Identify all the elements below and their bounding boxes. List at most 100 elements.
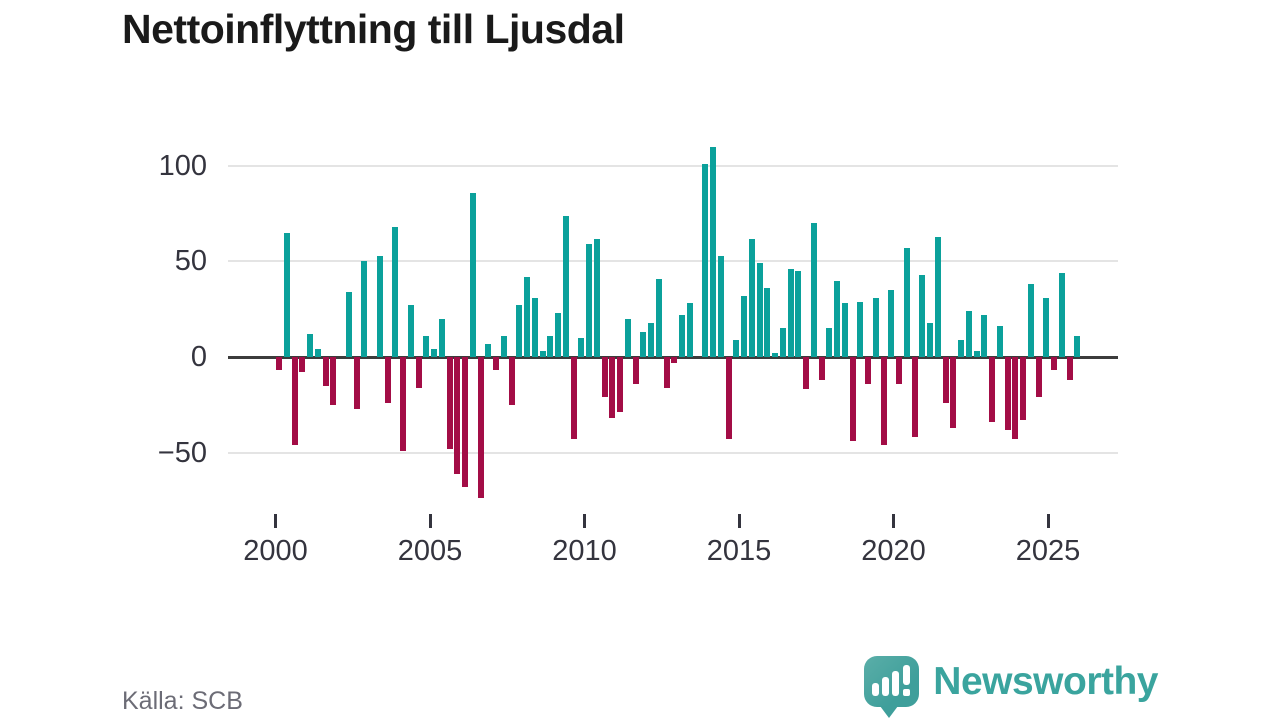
bar-positive: [500, 335, 507, 357]
gridline: [228, 164, 1118, 167]
bar-positive: [624, 318, 631, 357]
bar-positive: [717, 255, 724, 357]
bar-positive: [733, 339, 740, 357]
bar-positive: [810, 223, 817, 357]
bar-positive: [965, 311, 972, 357]
bar-positive: [981, 314, 988, 357]
x-axis-tick-label: 2025: [1015, 535, 1081, 567]
bar-negative: [1004, 357, 1011, 430]
bar-positive: [361, 261, 368, 357]
bar-positive: [795, 271, 802, 357]
bar-negative: [1012, 357, 1019, 440]
gridline: [228, 451, 1118, 454]
logo-exclamation-dot-icon: [903, 689, 911, 696]
bar-positive: [314, 349, 321, 357]
bar-positive: [741, 295, 748, 357]
bar-negative: [330, 357, 337, 405]
bar-positive: [888, 290, 895, 357]
bar-positive: [547, 335, 554, 357]
bar-positive: [872, 297, 879, 357]
bar-negative: [911, 357, 918, 438]
bar-negative: [1066, 357, 1073, 380]
x-axis-tick: [274, 514, 277, 528]
bar-negative: [462, 357, 469, 487]
bar-negative: [865, 357, 872, 384]
bar-negative: [942, 357, 949, 403]
bar-positive: [524, 276, 531, 357]
bar-positive: [1074, 335, 1081, 357]
bar-positive: [903, 248, 910, 357]
x-axis-tick: [737, 514, 741, 528]
bar-positive: [702, 163, 709, 357]
bar-positive: [283, 232, 290, 357]
bar-negative: [663, 357, 670, 388]
bar-negative: [493, 357, 500, 371]
bar-negative: [989, 357, 996, 422]
bar-positive: [787, 269, 794, 357]
x-axis-tick-label: 2005: [397, 535, 463, 567]
bar-positive: [1043, 297, 1050, 357]
bar-positive: [423, 335, 430, 357]
bar-positive: [392, 227, 399, 357]
chart-title: Nettoinflyttning till Ljusdal: [122, 6, 625, 52]
bar-negative: [1020, 357, 1027, 421]
bar-negative: [849, 357, 856, 442]
y-axis-tick-label: −50: [157, 436, 207, 469]
bar-positive: [764, 288, 771, 357]
bar-positive: [648, 322, 655, 357]
x-axis-tick-label: 2010: [552, 535, 617, 567]
bar-positive: [376, 255, 383, 357]
bar-positive: [485, 343, 492, 357]
bar-negative: [609, 357, 616, 419]
y-axis-tick-label: 0: [190, 341, 207, 373]
x-axis-tick: [428, 514, 432, 528]
bar-negative: [1035, 357, 1042, 398]
bar-positive: [562, 215, 569, 357]
bar-positive: [438, 318, 445, 357]
bar-negative: [725, 357, 732, 440]
bar-positive: [516, 305, 523, 357]
bar-positive: [934, 236, 941, 357]
x-axis-tick-label: 2020: [861, 535, 926, 567]
bar-positive: [555, 313, 562, 357]
logo-bar-icon: [892, 671, 900, 696]
bar-negative: [1051, 357, 1058, 371]
bar-positive: [772, 353, 779, 357]
bar-positive: [958, 339, 965, 357]
bar-positive: [919, 274, 926, 357]
bar-positive: [973, 351, 980, 357]
bar-positive: [996, 326, 1003, 357]
bar-positive: [834, 280, 841, 357]
logo-bar-icon: [872, 683, 880, 696]
bar-positive: [345, 292, 352, 357]
bar-negative: [508, 357, 515, 405]
bar-positive: [586, 244, 593, 357]
bar-positive: [407, 305, 414, 357]
bar-negative: [353, 357, 360, 409]
bar-negative: [671, 357, 678, 363]
x-axis-tick: [583, 514, 586, 528]
bar-negative: [617, 357, 624, 413]
bar-positive: [857, 301, 864, 357]
y-axis-tick-label: 100: [158, 149, 207, 182]
bar-positive: [779, 328, 786, 357]
bar-positive: [593, 238, 600, 357]
bar-positive: [531, 297, 538, 357]
bar-positive: [686, 303, 693, 357]
y-axis-tick-label: 50: [174, 245, 207, 278]
bar-positive: [841, 303, 848, 357]
brand-logo: Newsworthy: [864, 656, 1158, 718]
bar-negative: [477, 357, 484, 499]
logo-exclamation-icon: [903, 665, 911, 685]
bar-positive: [469, 192, 476, 357]
x-axis-tick: [1046, 514, 1050, 528]
bar-negative: [299, 357, 306, 373]
x-axis-tick-label: 2000: [243, 535, 308, 567]
bar-positive: [748, 238, 755, 357]
bar-positive: [431, 349, 438, 357]
bar-negative: [322, 357, 329, 386]
gridline: [228, 260, 1118, 263]
bar-negative: [896, 357, 903, 384]
bar-negative: [276, 357, 283, 371]
